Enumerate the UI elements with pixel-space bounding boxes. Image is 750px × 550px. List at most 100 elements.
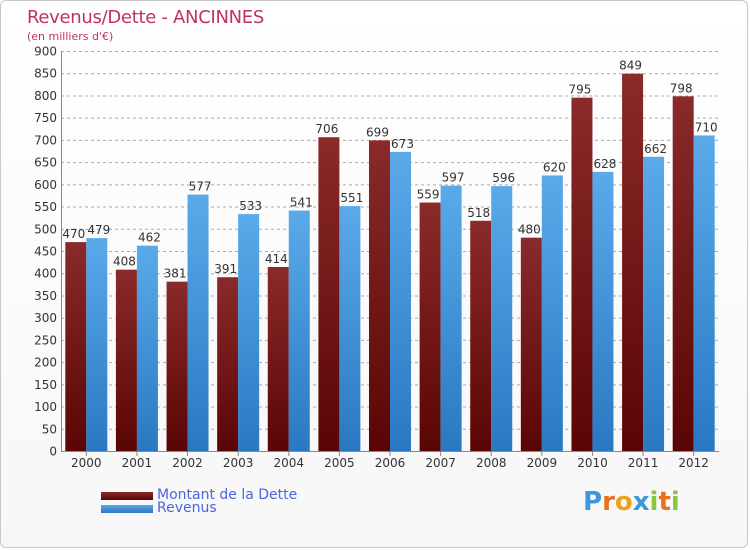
- x-tick-label: 2009: [527, 456, 558, 470]
- data-label-dette: 470: [62, 227, 85, 241]
- x-tick-label: 2000: [71, 456, 102, 470]
- bar-dette: [369, 140, 390, 452]
- data-label-dette: 518: [467, 206, 490, 220]
- y-tick-label: 700: [34, 133, 57, 147]
- legend-label-dette: Montant de la Dette: [157, 487, 298, 503]
- bar-dette: [267, 267, 289, 451]
- bar-dette: [470, 220, 492, 451]
- logo-letter: P: [583, 487, 603, 517]
- data-label-dette: 795: [569, 83, 592, 97]
- y-tick-label: 250: [34, 333, 57, 347]
- x-tick-label: 2008: [476, 456, 507, 470]
- chart-title: Revenus/Dette - ANCINNES: [27, 7, 265, 28]
- data-label-revenus: 673: [391, 137, 414, 151]
- x-tick-label: 2001: [122, 456, 153, 470]
- x-tick-label: 2007: [425, 456, 456, 470]
- y-tick-label: 300: [34, 311, 57, 325]
- bar-layer: [65, 73, 715, 452]
- y-tick-label: 400: [34, 267, 57, 281]
- y-tick-label: 0: [49, 445, 57, 459]
- chart-subtitle: (en milliers d'€): [27, 30, 114, 43]
- data-label-dette: 381: [164, 267, 187, 281]
- y-tick-label: 350: [34, 289, 57, 303]
- data-label-revenus: 462: [138, 231, 161, 245]
- y-tick-label: 900: [34, 45, 57, 59]
- x-tick-label: 2006: [375, 456, 406, 470]
- x-tick-label: 2002: [172, 456, 203, 470]
- data-label-revenus: 551: [340, 191, 363, 205]
- legend-swatch-dette: [101, 492, 153, 500]
- x-tick-label: 2003: [223, 456, 254, 470]
- data-label-dette: 798: [670, 81, 693, 95]
- bar-dette: [571, 97, 593, 452]
- y-tick-label: 850: [34, 67, 57, 81]
- bar-revenus: [693, 135, 715, 451]
- y-tick-label: 750: [34, 111, 57, 125]
- logo-letter: x: [632, 487, 650, 517]
- logo-letter: o: [614, 487, 633, 517]
- data-label-dette: 706: [315, 122, 338, 136]
- data-label-revenus: 628: [594, 157, 617, 171]
- logo-letter: i: [670, 487, 680, 517]
- data-label-revenus: 620: [543, 160, 566, 174]
- data-label-dette: 408: [113, 255, 136, 269]
- bar-revenus: [288, 210, 310, 451]
- bar-dette: [419, 202, 441, 451]
- bar-dette: [318, 137, 340, 451]
- data-label-revenus: 662: [644, 142, 667, 156]
- data-label-dette: 699: [366, 125, 389, 139]
- bar-revenus: [643, 156, 665, 451]
- y-tick-label: 600: [34, 178, 57, 192]
- bar-revenus: [187, 194, 209, 452]
- bar-dette: [672, 96, 694, 451]
- y-tick-label: 500: [34, 222, 57, 236]
- y-tick-label: 50: [42, 422, 57, 436]
- logo-letter: r: [602, 487, 615, 517]
- x-tick-label: 2010: [577, 456, 608, 470]
- logo-letter: i: [649, 487, 659, 517]
- bar-dette: [65, 242, 87, 451]
- data-label-dette: 559: [417, 188, 440, 202]
- bar-revenus: [136, 245, 158, 451]
- data-label-revenus: 541: [290, 196, 313, 210]
- bar-dette: [520, 237, 542, 451]
- logo-letter: t: [658, 487, 671, 517]
- x-tick-label: 2004: [273, 456, 304, 470]
- label-layer: 0 50 100 150 200 250 300 350 400 450 500 550 600 650 7…: [34, 45, 718, 471]
- bar-revenus: [390, 151, 411, 451]
- bar-revenus: [592, 171, 614, 451]
- data-label-revenus: 710: [695, 120, 718, 134]
- legend-label-revenus: Revenus: [157, 500, 217, 516]
- y-tick-label: 550: [34, 200, 57, 214]
- data-label-dette: 414: [265, 252, 288, 266]
- bar-dette: [622, 73, 644, 452]
- bar-revenus: [491, 186, 513, 451]
- data-label-dette: 480: [518, 223, 541, 237]
- data-label-revenus: 479: [87, 223, 110, 237]
- y-tick-label: 450: [34, 245, 57, 259]
- proxiti-logo: Proxiti: [583, 487, 680, 517]
- bar-revenus: [541, 175, 563, 451]
- y-tick-label: 200: [34, 356, 57, 370]
- bar-revenus: [86, 238, 108, 451]
- x-tick-label: 2012: [678, 456, 709, 470]
- data-label-revenus: 533: [239, 199, 262, 213]
- y-tick-label: 150: [34, 378, 57, 392]
- bar-dette: [166, 281, 188, 451]
- y-tick-label: 800: [34, 89, 57, 103]
- y-tick-label: 100: [34, 400, 57, 414]
- data-label-dette: 849: [619, 59, 642, 73]
- bar-dette: [217, 277, 239, 451]
- bar-revenus: [339, 206, 361, 451]
- bar-revenus: [440, 185, 462, 451]
- x-tick-label: 2011: [628, 456, 659, 470]
- bar-dette: [115, 269, 137, 451]
- x-tick-label: 2005: [324, 456, 355, 470]
- data-label-revenus: 596: [492, 171, 515, 185]
- legend-swatch-revenus: [101, 505, 153, 513]
- data-label-revenus: 577: [189, 180, 212, 194]
- data-label-revenus: 597: [442, 171, 465, 185]
- y-tick-label: 650: [34, 156, 57, 170]
